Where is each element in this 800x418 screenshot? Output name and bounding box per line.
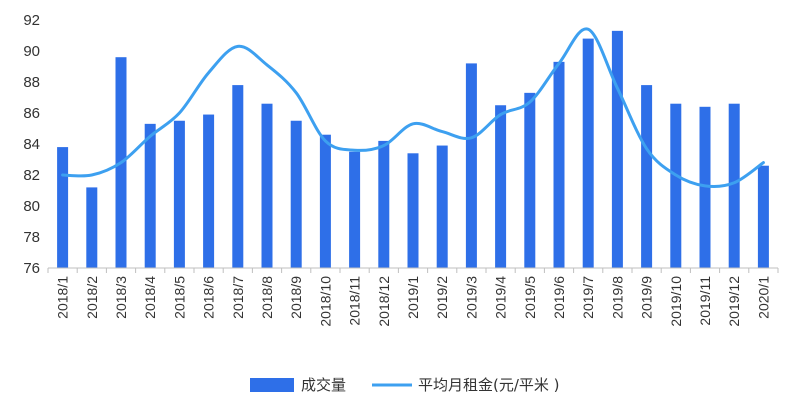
x-tick-label: 2020/1 [755, 276, 771, 319]
y-tick-label: 76 [23, 260, 40, 277]
bar [261, 103, 273, 268]
bar [349, 151, 361, 268]
x-tick-label: 2018/1 [55, 276, 71, 319]
bar [57, 147, 69, 268]
x-tick-label: 2019/1 [405, 276, 421, 319]
bar [699, 106, 711, 268]
y-tick-label: 86 [23, 105, 40, 122]
bar [319, 134, 331, 268]
bar [378, 140, 390, 268]
x-tick-label: 2018/6 [201, 276, 217, 319]
legend-bar-label: 成交量 [301, 376, 346, 394]
y-tick-label: 82 [23, 167, 40, 184]
x-axis: 2018/1 2018/2 2018/3 2018/4 2018/5 2018/6 2018… [47, 267, 779, 327]
x-tick-label: 2018/8 [259, 276, 275, 319]
bar [465, 63, 477, 269]
x-tick-label: 2018/11 [347, 276, 363, 326]
x-tick-label: 2019/3 [463, 276, 479, 319]
x-tick-label: 2018/12 [376, 276, 392, 327]
bar [553, 61, 565, 268]
legend: 成交量 平均月租金(元/平米 ) [250, 376, 560, 394]
x-tick-label: 2019/9 [639, 276, 655, 319]
bar [407, 153, 419, 268]
y-tick-label: 80 [23, 198, 40, 215]
legend-bar-swatch [250, 378, 294, 392]
y-tick-label: 84 [23, 136, 40, 153]
bar [524, 92, 536, 268]
x-tick-label: 2018/4 [142, 276, 158, 319]
bar [232, 85, 244, 268]
x-tick-label: 2019/11 [697, 276, 713, 326]
y-tick-label: 92 [23, 12, 40, 29]
bar-series [57, 30, 769, 269]
x-tick-label: 2019/12 [726, 276, 742, 327]
x-tick-label: 2019/7 [580, 276, 596, 319]
line-series [61, 27, 765, 188]
bar [290, 120, 302, 268]
bar [144, 123, 156, 268]
x-tick-label: 2019/8 [609, 276, 625, 319]
y-axis-ticks: 76 78 80 82 84 86 88 90 92 [23, 12, 40, 277]
x-tick-label: 2018/3 [113, 276, 129, 319]
bar [173, 120, 185, 268]
y-tick-label: 88 [23, 74, 40, 91]
bar [436, 145, 448, 268]
x-tick-label: 2018/7 [230, 276, 246, 319]
x-tick-label: 2019/10 [668, 276, 684, 327]
x-tick-label: 2019/5 [522, 276, 538, 319]
line-series-group [61, 27, 765, 188]
y-tick-label: 90 [23, 43, 40, 60]
bar [670, 103, 682, 268]
x-tick-label: 2019/4 [493, 276, 509, 319]
x-tick-label: 2019/2 [434, 276, 450, 319]
bar [641, 85, 653, 268]
x-tick-label: 2019/6 [551, 276, 567, 319]
x-tick-label: 2018/2 [84, 276, 100, 319]
bar [203, 114, 215, 268]
x-tick-label: 2018/5 [171, 276, 187, 319]
bar [495, 105, 507, 268]
bar [728, 103, 740, 268]
legend-line-label: 平均月租金(元/平米 ) [418, 376, 560, 394]
bar [611, 30, 623, 268]
bar [582, 38, 594, 268]
bar [757, 165, 769, 268]
bar [86, 187, 98, 268]
x-tick-label: 2018/10 [317, 276, 333, 327]
x-tick-label: 2018/9 [288, 276, 304, 319]
y-tick-label: 78 [23, 229, 40, 246]
